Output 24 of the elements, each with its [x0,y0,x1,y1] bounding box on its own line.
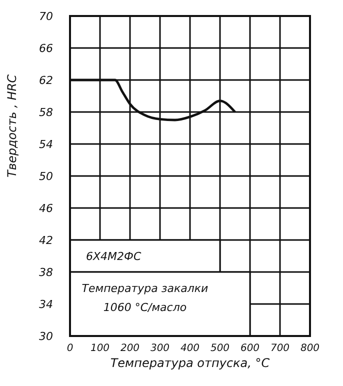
y-tick-label: 66 [39,42,53,55]
y-tick-label: 38 [39,266,53,279]
annotation: 6Х4М2ФС [86,250,142,263]
y-tick-label: 58 [39,106,53,119]
x-tick-label: 700 [270,343,290,354]
annotation: Температура закалки 1060 °С/масло [82,282,208,314]
y-tick-label: 50 [39,170,53,183]
y-tick-label: 34 [39,298,53,311]
x-tick-label: 600 [240,343,260,354]
y-tick-label: 46 [39,202,53,215]
x-tick-label: 200 [120,343,140,354]
x-tick-label: 300 [150,343,170,354]
y-tick-label: 62 [39,74,53,87]
y-tick-label: 42 [39,234,53,247]
x-tick-label: 100 [90,343,110,354]
x-tick-label: 400 [180,343,200,354]
y-tick-label: 54 [39,138,53,151]
x-tick-label: 0 [66,343,74,354]
y-tick-label: 30 [39,330,53,343]
y-tick-label: 70 [39,10,53,23]
y-axis-title: Твердость , HRC [5,74,19,178]
x-tick-label: 800 [300,343,320,354]
x-axis-title: Температура отпуска, °С [110,356,270,370]
x-tick-label: 500 [210,343,230,354]
